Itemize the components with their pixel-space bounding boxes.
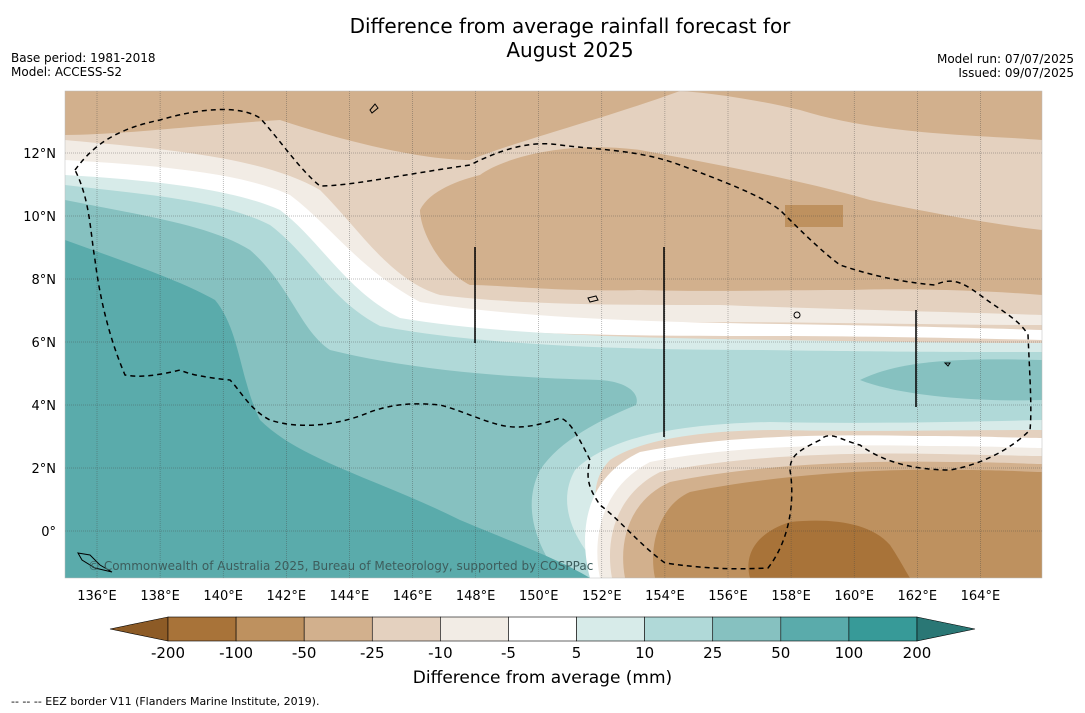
colorbar-segment <box>440 616 509 642</box>
rainfall-field <box>65 91 1042 578</box>
title-line-1: Difference from average rainfall forecas… <box>349 14 791 38</box>
colorbar-tick-label: -100 <box>219 644 253 662</box>
tick-label-lon: 160°E <box>834 589 874 604</box>
eez-border <box>74 108 1032 570</box>
colorbar-tick-label: 25 <box>703 644 722 662</box>
issued-date: Issued: 09/07/2025 <box>958 66 1074 80</box>
colorbar-tick-label: -200 <box>151 644 185 662</box>
colorbar-tick-label: 10 <box>635 644 654 662</box>
meta-left: Base period: 1981-2018 Model: ACCESS-S2 <box>11 51 156 79</box>
tick-label-lon: 158°E <box>771 589 811 604</box>
tick-label-lon: 154°E <box>645 589 685 604</box>
meta-right: Model run: 07/07/2025 Issued: 09/07/2025 <box>937 52 1074 80</box>
colorbar-segment <box>848 616 918 642</box>
colorbar-extend-low <box>109 616 169 642</box>
colorbar-tick-label: -50 <box>292 644 317 662</box>
band-plus25-east <box>860 359 1042 401</box>
tick-label-lat: 6°N <box>32 336 57 351</box>
tick-label-lat: 8°N <box>32 273 57 288</box>
tick-label-lat: 0° <box>41 525 56 540</box>
colorbar-segment <box>371 616 441 642</box>
tick-label-lon: 146°E <box>393 589 433 604</box>
model-run: Model run: 07/07/2025 <box>936 52 1074 66</box>
map-gridlines <box>65 91 1042 578</box>
colorbar-segment <box>167 616 237 642</box>
marker-lines <box>474 247 917 437</box>
colorbar-tick-label: -5 <box>501 644 516 662</box>
tick-label-lat: 10°N <box>23 210 56 225</box>
band-minus50-west <box>65 91 680 160</box>
latitude-axis: 12°N 10°N 8°N 6°N 4°N 2°N 0° <box>23 147 56 540</box>
band-minus5 <box>65 160 1042 340</box>
band-south-minus200 <box>748 520 910 578</box>
page-title: Difference from average rainfall forecas… <box>0 14 1085 62</box>
tick-label-lon: 138°E <box>140 589 180 604</box>
model-name: Model: ACCESS-S2 <box>11 65 123 79</box>
band-plus50 <box>65 240 590 578</box>
colorbar-segment <box>712 616 782 642</box>
tick-label-lon: 152°E <box>582 589 622 604</box>
legend-title: Difference from average (mm) <box>412 668 673 688</box>
colorbar-segment <box>235 616 305 642</box>
tick-label-lat: 4°N <box>32 399 57 414</box>
colorbar-tick-label: 50 <box>771 644 790 662</box>
tick-label-lon: 144°E <box>330 589 370 604</box>
copyright-text: © Commonwealth of Australia 2025, Bureau… <box>88 559 593 573</box>
band-minus50-central <box>420 147 1042 295</box>
tick-label-lat: 2°N <box>32 462 57 477</box>
tick-label-lon: 142°E <box>267 589 307 604</box>
band-minus10 <box>65 140 1042 325</box>
colorbar-tick-label: -10 <box>428 644 453 662</box>
colorbar-labels: -200 -100 -50 -25 -10 -5 5 10 25 50 100 200 <box>151 644 931 662</box>
tick-label-lon: 150°E <box>519 589 559 604</box>
tick-label-lon: 140°E <box>203 589 243 604</box>
longitude-axis: 136°E 138°E 140°E 142°E 144°E 146°E 148°E 150°E… <box>77 589 1000 604</box>
tick-label-lat: 12°N <box>23 147 56 162</box>
base-period: Base period: 1981-2018 <box>11 51 156 65</box>
islands <box>77 103 951 573</box>
tick-label-lon: 148°E <box>456 589 496 604</box>
colorbar-segment <box>508 616 577 642</box>
colorbar-tick-label: 5 <box>572 644 582 662</box>
colorbar-segment <box>576 616 645 642</box>
tick-label-lon: 164°E <box>961 589 1001 604</box>
eez-footnote: -- -- -- EEZ border V11 (Flanders Marine… <box>11 695 320 708</box>
colorbar-tick-label: 100 <box>835 644 864 662</box>
colorbar <box>109 616 976 642</box>
colorbar-segment <box>644 616 714 642</box>
band-minus50-north <box>65 91 1042 140</box>
colorbar-extend-high <box>916 616 976 642</box>
tick-label-lon: 156°E <box>708 589 748 604</box>
colorbar-segment <box>780 616 850 642</box>
tick-label-lon: 162°E <box>898 589 938 604</box>
colorbar-tick-label: 200 <box>903 644 932 662</box>
colorbar-tick-label: -25 <box>360 644 385 662</box>
colorbar-segment <box>303 616 373 642</box>
map-frame <box>64 90 1043 579</box>
title-line-2: August 2025 <box>506 38 634 62</box>
tick-label-lon: 136°E <box>77 589 117 604</box>
